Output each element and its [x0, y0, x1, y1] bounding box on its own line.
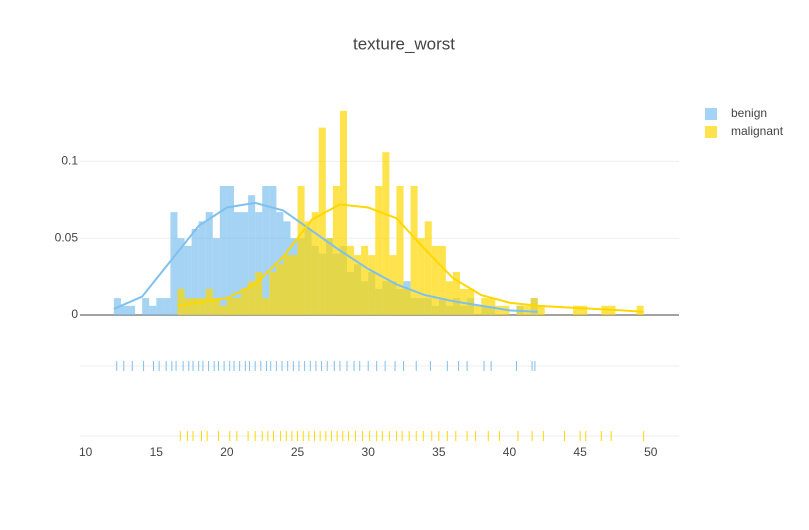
histogram-bar: [198, 221, 206, 315]
histogram-bar: [219, 305, 227, 315]
histogram-bar: [191, 298, 199, 315]
histogram-bar: [212, 238, 220, 315]
legend: benign malignant: [705, 106, 784, 138]
histogram-bar: [445, 281, 453, 315]
histogram-bar: [304, 221, 312, 315]
x-tick-label: 45: [573, 445, 587, 459]
histogram-bar: [368, 255, 376, 315]
histogram-bar: [283, 255, 291, 315]
histogram-bar: [184, 245, 192, 315]
histogram-bar: [361, 245, 369, 315]
histogram-bar: [467, 288, 475, 315]
histogram-bar: [276, 212, 284, 315]
x-tick-label: 15: [150, 445, 164, 459]
histogram-bar: [128, 305, 136, 315]
histogram-bar: [163, 298, 171, 315]
x-tick-label: 50: [644, 445, 658, 459]
histogram-bar: [580, 305, 588, 315]
histogram-bar: [177, 288, 185, 315]
histogram-bar: [332, 186, 340, 315]
rugs: [116, 361, 645, 441]
histogram-bar: [424, 221, 432, 315]
histogram-bar: [438, 245, 446, 315]
histogram-bar: [403, 288, 411, 315]
histogram-bar: [120, 305, 129, 315]
histogram-bar: [325, 238, 333, 315]
histogram-bar: [226, 186, 234, 315]
x-tick-label: 25: [291, 445, 305, 459]
y-tick-label: 0: [71, 307, 78, 321]
histogram-bar: [297, 186, 305, 315]
histogram-bar: [339, 110, 348, 315]
histogram-bar: [262, 298, 270, 315]
histogram-bar: [396, 186, 404, 315]
histogram-bar: [382, 152, 390, 315]
y-tick-label: 0.05: [55, 230, 79, 244]
legend-label: malignant: [731, 124, 784, 138]
labels: 0 0.05 0.1 10 15 20 25 30 35 40 45 50: [55, 154, 658, 460]
histogram-bar: [184, 298, 192, 315]
histogram-bar: [530, 298, 538, 315]
histogram-bar: [636, 305, 644, 315]
histogram-bar: [255, 272, 263, 315]
histogram-bar: [205, 212, 213, 315]
histogram-bar: [212, 298, 220, 315]
histogram-bar: [417, 238, 425, 315]
histogram-bar: [248, 281, 256, 315]
x-tick-label: 20: [220, 445, 234, 459]
histogram-bar: [156, 298, 164, 315]
x-tick-label: 10: [79, 445, 93, 459]
kde-curve: [177, 203, 644, 313]
histogram-bar: [318, 127, 326, 316]
histogram-bar: [248, 195, 256, 315]
histogram-bar: [474, 305, 482, 315]
x-tick-label: 35: [432, 445, 446, 459]
histogram-bar: [241, 288, 249, 315]
histogram-bar: [389, 255, 397, 315]
histogram-bar: [198, 298, 206, 315]
histogram-bar: [269, 186, 277, 315]
histogram-bar: [170, 212, 178, 315]
histogram-bar: [149, 305, 157, 315]
histogram-bar: [410, 186, 418, 315]
histogram-bar: [495, 305, 503, 315]
histogram-bar: [311, 212, 319, 315]
x-tick-label: 30: [362, 445, 376, 459]
histogram-bar: [191, 229, 199, 315]
histogram-bar: [241, 212, 249, 315]
legend-label: benign: [731, 106, 767, 120]
histogram-bar: [233, 298, 242, 315]
histogram-bar: [269, 272, 277, 315]
histogram-bar: [219, 186, 227, 315]
histogram-bar: [226, 298, 234, 315]
histogram-bar: [573, 305, 581, 315]
chart-title: texture_worst: [353, 34, 455, 53]
histogram-bar: [262, 186, 270, 315]
histogram-bar: [452, 272, 461, 315]
histogram-bar: [290, 255, 298, 315]
legend-swatch: [705, 126, 717, 138]
kde-curve: [113, 201, 538, 313]
histogram-bar: [177, 238, 185, 315]
curves: [113, 201, 644, 313]
histogram-bar: [255, 212, 263, 315]
y-tick-label: 0.1: [61, 154, 78, 168]
histogram-bar: [431, 245, 439, 315]
histogram-bar: [537, 305, 545, 315]
histogram-bar: [233, 212, 242, 315]
histogram-bar: [354, 255, 362, 315]
histogram-bar: [347, 245, 355, 315]
x-tick-label: 40: [503, 445, 517, 459]
histogram-bar: [276, 264, 284, 315]
bars: [113, 110, 644, 316]
histogram-bar: [375, 186, 383, 315]
legend-swatch: [705, 108, 717, 120]
histogram-bar: [142, 298, 150, 315]
